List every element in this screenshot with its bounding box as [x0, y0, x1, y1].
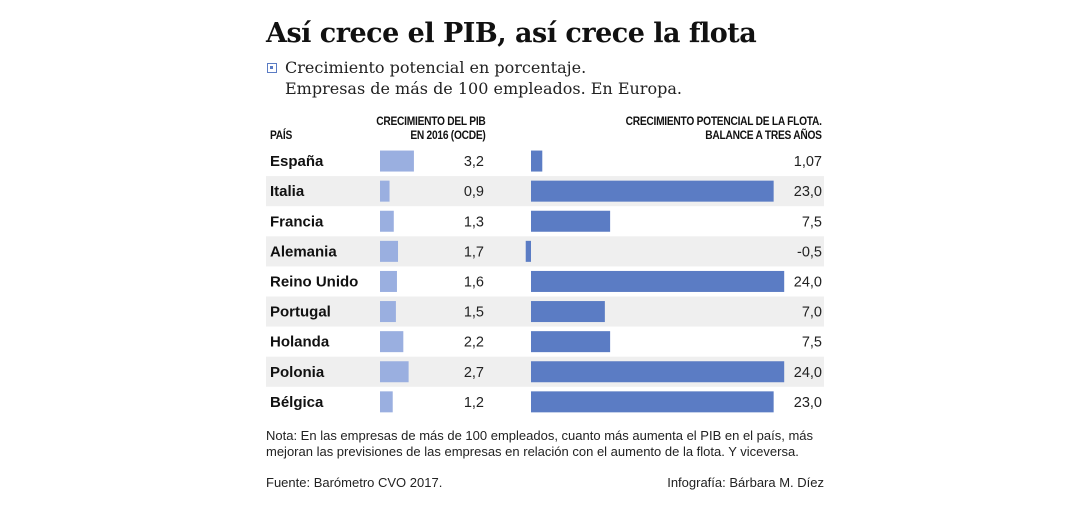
flota-bar	[531, 391, 774, 413]
header-flota-line-2: BALANCE A TRES AÑOS	[705, 128, 823, 142]
row-background	[266, 236, 824, 267]
flota-bar	[531, 301, 605, 323]
flota-value-label: 1,07	[794, 154, 822, 170]
legend-square-icon	[267, 63, 277, 73]
flota-value-label: 7,0	[802, 305, 822, 321]
pib-value-label: 0,9	[464, 184, 484, 200]
pib-bar	[380, 180, 390, 202]
flota-bar	[531, 180, 774, 202]
pib-value-label: 1,6	[464, 274, 484, 290]
flota-value-label: 23,0	[794, 184, 822, 200]
country-label: Polonia	[270, 364, 325, 381]
header-country: PAÍS	[270, 128, 293, 142]
subtitle-line-1: Crecimiento potencial en porcentaje.	[285, 58, 587, 77]
header-pib-line-1: CRECIMIENTO DEL PIB	[376, 114, 487, 128]
flota-value-label: 24,0	[794, 274, 822, 290]
country-label: Bélgica	[270, 394, 324, 411]
flota-value-label: 7,5	[802, 335, 822, 351]
chart-title: Así crece el PIB, así crece la flota	[266, 18, 757, 49]
pib-bar	[380, 270, 397, 292]
chart-note: Nota: En las empresas de más de 100 empl…	[266, 428, 814, 459]
flota-value-label: 24,0	[794, 365, 822, 381]
country-label: Reino Unido	[270, 273, 358, 290]
country-label: Alemania	[270, 243, 337, 260]
pib-bar	[380, 210, 394, 232]
flota-bar	[531, 331, 611, 353]
pib-value-label: 2,2	[464, 335, 484, 351]
pib-bar	[380, 150, 414, 172]
pib-bar	[380, 391, 393, 413]
pib-bar	[380, 301, 396, 323]
country-label: España	[270, 153, 324, 170]
flota-bar	[531, 270, 785, 292]
source-text: Fuente: Barómetro CVO 2017.	[266, 475, 443, 490]
flota-value-label: -0,5	[797, 244, 822, 260]
country-label: Italia	[270, 183, 305, 200]
country-label: Holanda	[270, 334, 330, 351]
pib-bar	[380, 240, 399, 262]
flota-bar	[531, 210, 611, 232]
subtitle-line-2: Empresas de más de 100 empleados. En Eur…	[285, 79, 682, 98]
pib-value-label: 1,7	[464, 244, 484, 260]
pib-value-label: 2,7	[464, 365, 484, 381]
header-pib: CRECIMIENTO DEL PIB EN 2016 (OCDE)	[376, 114, 487, 142]
flota-bar	[531, 150, 543, 172]
pib-value-label: 3,2	[464, 154, 484, 170]
header-flota-line-1: CRECIMIENTO POTENCIAL DE LA FLOTA.	[625, 114, 822, 128]
country-label: Portugal	[270, 304, 331, 321]
pib-bar	[380, 361, 409, 383]
pib-bar	[380, 331, 404, 353]
credit-text: Infografía: Bárbara M. Díez	[667, 475, 824, 490]
pib-value-label: 1,5	[464, 305, 484, 321]
flota-bar	[531, 361, 785, 383]
flota-bar	[525, 240, 531, 262]
pib-value-label: 1,2	[464, 395, 484, 411]
header-pib-line-2: EN 2016 (OCDE)	[410, 128, 486, 142]
flota-value-label: 7,5	[802, 214, 822, 230]
header-flota: CRECIMIENTO POTENCIAL DE LA FLOTA. BALAN…	[626, 114, 822, 142]
flota-value-label: 23,0	[794, 395, 822, 411]
pib-value-label: 1,3	[464, 214, 484, 230]
country-label: Francia	[270, 213, 324, 230]
